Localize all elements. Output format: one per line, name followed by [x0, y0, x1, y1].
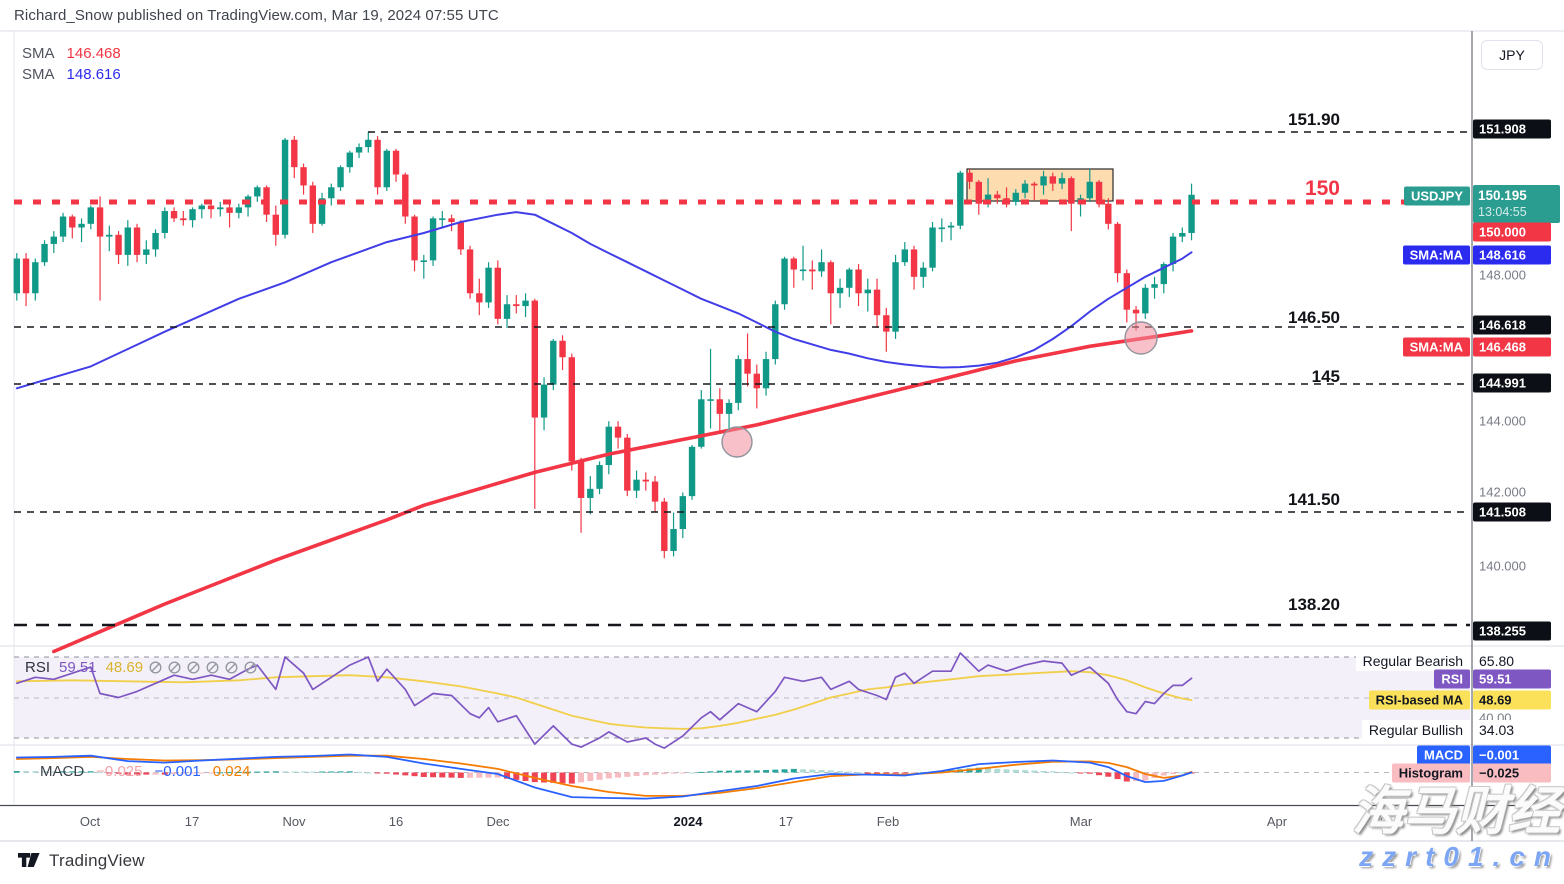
rsi-legend-row[interactable]: RSI 59.51 48.69 — [25, 659, 257, 676]
hidden-indicator-icon[interactable] — [225, 661, 238, 674]
hidden-indicator-icon[interactable] — [244, 661, 257, 674]
level-label: 145 — [1311, 367, 1340, 386]
publish-header: Richard_Snow published on TradingView.co… — [14, 7, 499, 24]
price-scale-label: 34.03 — [1473, 720, 1551, 740]
indicator-badge: SMA:MA — [1402, 337, 1470, 357]
price-scale-label: 146.468 — [1473, 337, 1551, 357]
tradingview-logo-icon — [18, 853, 40, 867]
hidden-indicator-icon[interactable] — [187, 661, 200, 674]
hidden-indicator-icons[interactable] — [143, 659, 257, 676]
sma-label: SMA — [22, 45, 55, 62]
indicator-badge: SMA:MA — [1402, 245, 1470, 265]
candles-layer — [13, 132, 1195, 559]
legend-sma-slow-row[interactable]: SMA 148.616 — [22, 66, 121, 83]
price-scale-label: 142.000 — [1479, 484, 1526, 500]
rsi-value: 59.51 — [59, 659, 97, 676]
macd-legend-row[interactable]: MACD −0.025 −0.001 0.024 — [40, 763, 250, 780]
hidden-indicator-icon[interactable] — [168, 661, 181, 674]
sma-value: 146.468 — [66, 45, 121, 62]
indicator-badge: Regular Bearish — [1355, 651, 1470, 671]
time-axis-label: 2024 — [673, 814, 703, 829]
time-axis-label: Oct — [79, 814, 101, 829]
price-scale-label: 141.508 — [1473, 502, 1551, 522]
indicator-badge: Histogram — [1391, 763, 1470, 783]
level-label: 151.90 — [1288, 110, 1340, 129]
currency-toggle-button[interactable]: JPY — [1481, 40, 1543, 70]
price-scale-label: 150.000 — [1473, 222, 1551, 242]
price-scale-label: 148.000 — [1479, 267, 1526, 283]
price-scale-label: 138.255 — [1473, 621, 1551, 641]
time-axis-label: 17 — [778, 814, 794, 829]
price-scale-label: −0.001 — [1473, 745, 1551, 765]
level-label: 138.20 — [1288, 595, 1340, 614]
time-axis-label: Apr — [1266, 814, 1288, 829]
indicator-badge: MACD — [1417, 745, 1470, 765]
sma-label: SMA — [22, 66, 55, 83]
level-label: 141.50 — [1288, 490, 1340, 509]
sma-value: 148.616 — [66, 66, 121, 83]
price-scale-label: 65.80 — [1473, 651, 1551, 671]
highlight-circle — [1124, 321, 1158, 355]
indicator-badge: Regular Bullish — [1361, 720, 1470, 740]
price-scale-label: −0.025 — [1473, 763, 1551, 783]
last-price: 150.195 — [1478, 188, 1527, 203]
macd-hist-value: −0.025 — [96, 763, 143, 780]
rsi-label: RSI — [25, 659, 51, 676]
price-scale-label: 59.51 — [1473, 669, 1551, 689]
time-axis-label: Feb — [876, 814, 900, 829]
indicator-badge: USDJPY — [1403, 186, 1470, 206]
price-scale-label: 144.000 — [1479, 413, 1526, 429]
level-label: 146.50 — [1288, 308, 1340, 327]
bar-countdown: 13:04:55 — [1478, 205, 1527, 219]
time-axis-label: Mar — [1069, 814, 1093, 829]
rsi-ma-value: 48.69 — [105, 659, 144, 676]
price-scale-label: 48.69 — [1473, 690, 1551, 710]
indicator-badge: RSI-based MA — [1368, 690, 1470, 710]
indicator-badge: RSI — [1434, 669, 1470, 689]
hidden-indicator-icon[interactable] — [206, 661, 219, 674]
legend-sma-fast-row[interactable]: SMA 146.468 — [22, 45, 121, 62]
level-label: 150 — [1304, 177, 1340, 200]
time-axis-label: 17 — [184, 814, 200, 829]
time-axis-label: 16 — [388, 814, 404, 829]
price-scale-label: 151.908 — [1473, 119, 1551, 139]
time-axis-label: Nov — [282, 814, 306, 829]
macd-line-value: −0.001 — [154, 763, 201, 780]
macd-signal-value: 0.024 — [212, 763, 251, 780]
hidden-indicator-icon[interactable] — [149, 661, 162, 674]
price-scale-label: 148.616 — [1473, 245, 1551, 265]
tradingview-logo[interactable]: TradingView — [18, 851, 145, 871]
highlight-circle — [721, 426, 753, 458]
price-scale-label: 140.000 — [1479, 558, 1526, 574]
last-price-chip: 150.195 13:04:55 — [1473, 185, 1560, 223]
price-scale-label: 144.991 — [1473, 373, 1551, 393]
tradingview-logo-text: TradingView — [49, 851, 145, 870]
price-scale-label: 146.618 — [1473, 315, 1551, 335]
time-axis-label: Dec — [486, 814, 510, 829]
time-axis-label: 16 — [1372, 814, 1388, 829]
macd-label: MACD — [40, 763, 85, 780]
